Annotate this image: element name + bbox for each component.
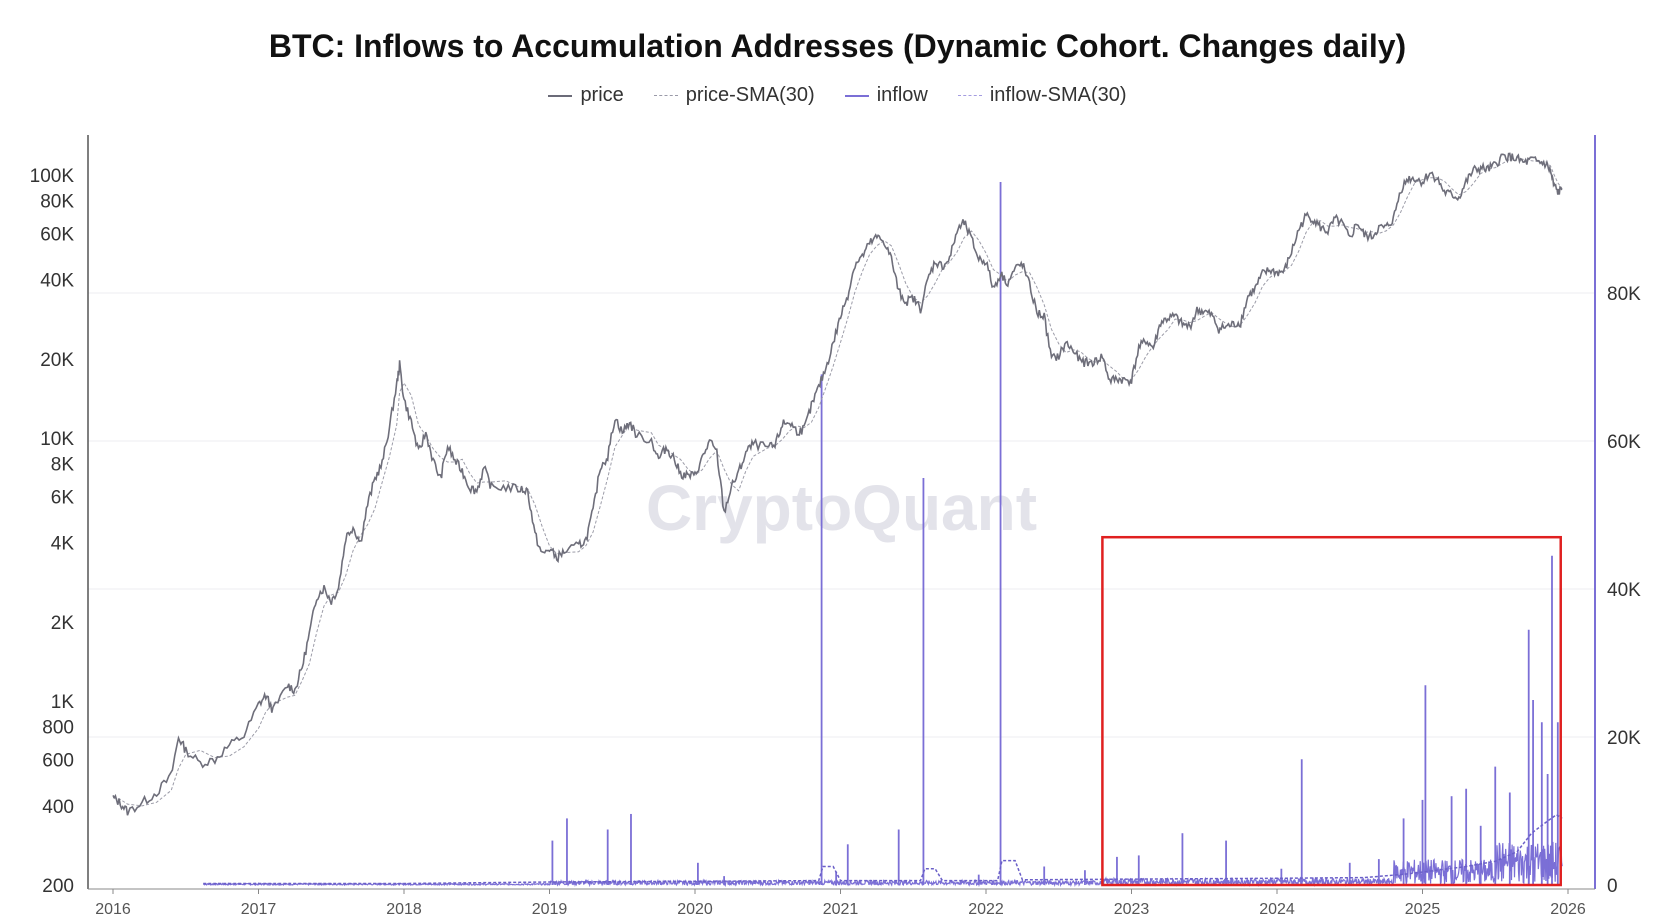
legend-item[interactable]: inflow-SMA(30) bbox=[957, 84, 1127, 107]
x-tick-label: 2023 bbox=[1114, 901, 1150, 918]
x-tick-label: 2025 bbox=[1405, 901, 1441, 918]
y-right-tick-label: 60K bbox=[1607, 432, 1641, 453]
y-left-tick-label: 1K bbox=[51, 692, 75, 713]
inflow-sma-line bbox=[203, 813, 1563, 885]
highlight-box bbox=[1101, 535, 1562, 887]
legend-label: price bbox=[580, 84, 624, 106]
y-left-tick-label: 800 bbox=[42, 718, 74, 739]
legend-swatch bbox=[957, 95, 982, 96]
y-left-tick-label: 100K bbox=[30, 166, 75, 187]
y-left-tick-label: 400 bbox=[42, 797, 74, 818]
x-tick-label: 2022 bbox=[968, 901, 1004, 918]
inflow-baseline-line bbox=[203, 841, 1563, 888]
y-left-tick-label: 600 bbox=[42, 750, 74, 771]
legend-swatch bbox=[844, 94, 869, 97]
x-tick-label: 2018 bbox=[386, 901, 422, 918]
chart-title: BTC: Inflows to Accumulation Addresses (… bbox=[268, 28, 1407, 64]
y-left-tick-label: 60K bbox=[40, 224, 74, 245]
y-right-tick-label: 80K bbox=[1607, 284, 1641, 305]
legend: price price-SMA(30) inflow inflow-SMA(30) bbox=[0, 84, 1675, 107]
x-tick-label: 2019 bbox=[532, 901, 568, 918]
legend-item[interactable]: price bbox=[548, 84, 624, 107]
y-left-tick-label: 4K bbox=[51, 534, 75, 555]
price-line bbox=[112, 152, 1563, 816]
legend-label: inflow-SMA(30) bbox=[989, 84, 1127, 106]
y-left-tick-label: 40K bbox=[40, 271, 74, 292]
y-left-tick-label: 8K bbox=[51, 455, 75, 476]
legend-label: inflow bbox=[876, 84, 928, 106]
x-tick-label: 2021 bbox=[823, 901, 859, 918]
x-tick-label: 2020 bbox=[677, 901, 713, 918]
y-right-tick-label: 20K bbox=[1607, 728, 1641, 749]
x-tick-label: 2026 bbox=[1550, 901, 1586, 918]
legend-label: price-SMA(30) bbox=[685, 84, 815, 106]
legend-swatch bbox=[548, 94, 573, 97]
y-left-tick-label: 6K bbox=[51, 487, 75, 508]
x-tick-label: 2016 bbox=[95, 901, 131, 918]
y-left-tick-label: 200 bbox=[42, 876, 74, 897]
price-sma-line bbox=[112, 156, 1563, 807]
legend-item[interactable]: price-SMA(30) bbox=[653, 84, 815, 107]
y-right-tick-label: 0 bbox=[1607, 876, 1618, 897]
legend-item[interactable]: inflow bbox=[844, 84, 928, 107]
y-right-tick-label: 40K bbox=[1607, 580, 1641, 601]
legend-swatch bbox=[653, 95, 678, 96]
y-left-tick-label: 80K bbox=[40, 191, 74, 212]
y-left-tick-label: 10K bbox=[40, 429, 74, 450]
x-tick-label: 2017 bbox=[241, 901, 277, 918]
x-tick-label: 2024 bbox=[1259, 901, 1295, 918]
watermark: CryptoQuant bbox=[646, 472, 1037, 544]
y-left-tick-label: 20K bbox=[40, 350, 74, 371]
y-left-tick-label: 2K bbox=[51, 613, 75, 634]
